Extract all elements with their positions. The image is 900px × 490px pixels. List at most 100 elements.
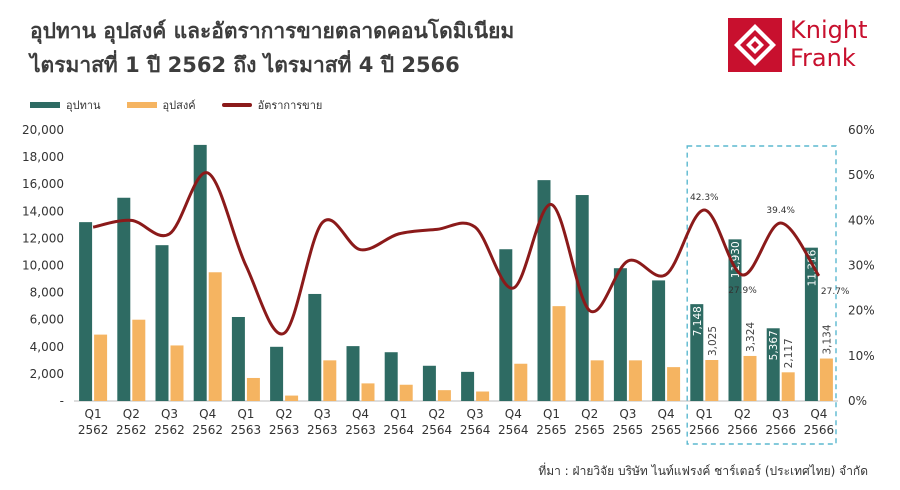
legend-label-rate: อัตราการขาย <box>257 99 323 112</box>
right-axis-tick-label: 20% <box>848 304 875 318</box>
rate-data-label: 27.7% <box>821 287 850 297</box>
bar-demand <box>667 367 681 401</box>
source-note: ที่มา : ฝ่ายวิจัย บริษัท ไนท์แฟรงค์ ชาร์… <box>538 464 868 478</box>
left-axis-tick-label: 18,000 <box>22 150 64 164</box>
bar-demand <box>399 384 413 401</box>
x-tick-label-year: 2563 <box>345 423 376 437</box>
rate-data-label: 27.9% <box>728 286 757 296</box>
x-tick-label-year: 2564 <box>498 423 529 437</box>
bar-label-supply: 5,367 <box>768 330 780 360</box>
bar-demand <box>705 360 719 401</box>
x-tick-label-quarter: Q1 <box>85 407 102 421</box>
bar-supply <box>308 293 322 401</box>
bar-demand <box>590 360 604 401</box>
bar-label-supply: 7,148 <box>692 306 704 336</box>
x-tick-label-year: 2564 <box>383 423 414 437</box>
legend-swatch-rate <box>221 103 252 107</box>
bar-demand <box>781 372 795 401</box>
rate-data-label: 42.3% <box>690 193 719 203</box>
bar-supply <box>613 268 627 401</box>
legend-label-demand: อุปสงค์ <box>162 99 196 112</box>
x-tick-label-quarter: Q2 <box>581 407 598 421</box>
bar-label-demand: 3,134 <box>821 324 833 354</box>
x-tick-label-quarter: Q1 <box>390 407 407 421</box>
left-axis-tick-label: - <box>60 394 64 408</box>
bar-demand <box>132 319 146 401</box>
bar-supply <box>690 304 704 401</box>
bar-label-demand: 3,324 <box>745 322 757 352</box>
logo-text-line-2: Frank <box>790 44 856 72</box>
left-axis-tick-label: 6,000 <box>30 313 64 327</box>
left-axis-tick-label: 12,000 <box>22 231 64 245</box>
right-axis-tick-label: 50% <box>848 168 875 182</box>
chart-title: อุปทาน อุปสงค์ และอัตราการขายตลาดคอนโดมิ… <box>30 14 514 82</box>
chart-legend: อุปทาน อุปสงค์ อัตราการขาย <box>30 96 348 114</box>
bar-demand <box>170 345 184 401</box>
bar-demand <box>743 355 757 401</box>
x-tick-label-quarter: Q3 <box>161 407 178 421</box>
right-axis-tick-label: 10% <box>848 349 875 363</box>
x-tick-label-quarter: Q4 <box>199 407 216 421</box>
x-tick-label-year: 2566 <box>765 423 796 437</box>
x-tick-label-quarter: Q2 <box>734 407 751 421</box>
bar-demand <box>94 334 108 401</box>
x-tick-label-quarter: Q4 <box>505 407 522 421</box>
legend-swatch-demand <box>126 102 157 108</box>
legend-item-supply: อุปทาน <box>30 96 101 114</box>
left-axis-tick-label: 2,000 <box>30 367 64 381</box>
x-tick-label-year: 2566 <box>689 423 720 437</box>
bar-supply <box>346 346 360 401</box>
bar-demand <box>514 363 528 401</box>
x-tick-label-year: 2563 <box>231 423 262 437</box>
x-tick-label-quarter: Q4 <box>352 407 369 421</box>
bar-label-demand: 2,117 <box>783 338 795 368</box>
x-tick-label-year: 2565 <box>574 423 605 437</box>
logo-wordmark: Knight Frank <box>790 16 867 72</box>
bar-supply <box>728 239 742 401</box>
x-tick-label-year: 2565 <box>651 423 682 437</box>
right-axis-tick-label: 60% <box>848 123 875 137</box>
bar-demand <box>285 395 299 401</box>
x-tick-label-quarter: Q2 <box>123 407 140 421</box>
right-axis-tick-label: 40% <box>848 213 875 227</box>
bar-demand <box>437 390 451 401</box>
bar-supply <box>804 247 818 401</box>
left-axis-tick-label: 20,000 <box>22 123 64 137</box>
left-axis-tick-label: 10,000 <box>22 259 64 273</box>
bar-supply <box>766 328 780 401</box>
x-tick-label-quarter: Q1 <box>237 407 254 421</box>
legend-swatch-supply <box>30 102 60 108</box>
x-tick-label-year: 2566 <box>727 423 758 437</box>
x-tick-label-quarter: Q3 <box>772 407 789 421</box>
left-axis-tick-label: 14,000 <box>22 204 64 218</box>
bar-supply <box>117 197 131 401</box>
x-tick-label-quarter: Q3 <box>314 407 331 421</box>
x-tick-label-quarter: Q1 <box>543 407 560 421</box>
x-tick-label-year: 2564 <box>460 423 491 437</box>
x-tick-label-year: 2562 <box>154 423 185 437</box>
bar-demand <box>552 306 566 401</box>
rate-line <box>92 171 821 336</box>
title-line-1: อุปทาน อุปสงค์ และอัตราการขายตลาดคอนโดมิ… <box>30 19 515 43</box>
bar-demand <box>323 360 337 401</box>
bar-demand <box>361 383 375 401</box>
bar-demand <box>208 272 222 401</box>
bar-supply <box>499 249 513 401</box>
bar-supply <box>537 180 551 401</box>
bar-supply <box>155 245 169 401</box>
bar-demand <box>628 360 642 401</box>
title-line-2: ไตรมาสที่ 1 ปี 2562 ถึง ไตรมาสที่ 4 ปี 2… <box>30 53 460 77</box>
bar-supply <box>461 371 475 401</box>
left-axis-tick-label: 8,000 <box>30 286 64 300</box>
bar-label-demand: 3,025 <box>707 326 719 356</box>
bar-supply <box>270 346 284 401</box>
bar-demand <box>476 391 490 401</box>
x-tick-label-quarter: Q3 <box>619 407 636 421</box>
bar-supply <box>422 365 436 401</box>
x-tick-label-quarter: Q2 <box>428 407 445 421</box>
x-tick-label-quarter: Q2 <box>276 407 293 421</box>
right-axis-tick-label: 0% <box>848 394 867 408</box>
x-tick-label-year: 2563 <box>307 423 338 437</box>
bar-label-supply: 11,930 <box>730 241 742 278</box>
bar-supply <box>231 316 245 401</box>
